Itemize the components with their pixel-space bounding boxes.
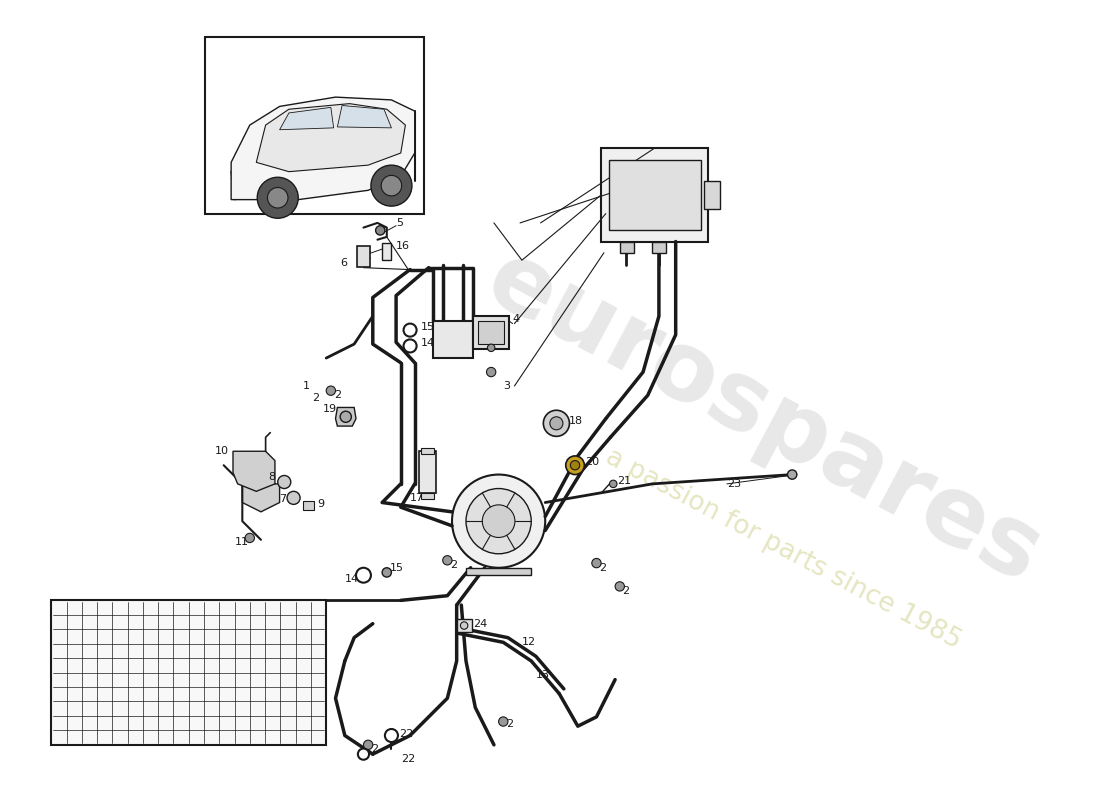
Text: 5: 5 [396,218,403,228]
Circle shape [404,323,417,337]
Text: 22: 22 [399,729,414,738]
Bar [421,493,434,498]
Circle shape [382,568,392,577]
Text: 17: 17 [410,493,425,503]
Circle shape [571,461,580,470]
Circle shape [382,175,402,196]
Circle shape [363,740,373,750]
Text: eurospares: eurospares [471,234,1057,604]
Bar [356,246,370,266]
Bar [478,321,504,344]
Circle shape [615,582,625,591]
Text: 21: 21 [617,476,631,486]
Text: 2: 2 [506,719,514,730]
Text: 3: 3 [504,381,510,391]
Text: 2: 2 [371,743,378,754]
Bar [382,243,392,260]
Bar [421,449,434,454]
Polygon shape [242,484,279,512]
Polygon shape [338,106,392,128]
Text: 23: 23 [727,479,741,489]
Bar [466,568,531,575]
Circle shape [442,556,452,565]
Circle shape [356,568,371,582]
Bar [473,316,509,349]
Text: 2: 2 [312,393,319,403]
Circle shape [327,386,336,395]
Text: 22: 22 [400,754,415,764]
Circle shape [340,411,351,422]
Circle shape [487,344,495,351]
Circle shape [404,339,417,353]
Circle shape [371,165,411,206]
Circle shape [486,367,496,377]
Text: 24: 24 [473,618,487,629]
Text: 6: 6 [340,258,348,268]
Text: 4: 4 [513,314,519,324]
Text: 7: 7 [278,494,286,504]
Bar [419,451,437,493]
Text: 19: 19 [322,404,337,414]
Text: 18: 18 [569,417,583,426]
Circle shape [257,178,298,218]
Polygon shape [233,451,275,491]
Text: 1: 1 [302,381,310,391]
Circle shape [375,226,385,235]
Bar [302,501,315,510]
Text: 15: 15 [421,322,436,332]
Text: 2: 2 [333,390,341,400]
Circle shape [592,558,601,568]
Circle shape [543,410,570,436]
Bar [619,242,634,253]
Text: 8: 8 [268,472,275,482]
Bar [456,619,472,632]
Circle shape [609,480,617,488]
Circle shape [267,187,288,208]
Polygon shape [279,107,333,130]
Bar [205,37,425,214]
Bar [52,600,327,745]
Circle shape [550,417,563,430]
Circle shape [788,470,796,479]
Circle shape [245,534,254,542]
Text: 9: 9 [317,499,324,510]
Circle shape [277,475,290,489]
Circle shape [498,717,508,726]
Circle shape [385,729,398,742]
Text: 14: 14 [421,338,436,348]
Bar [652,242,667,253]
Polygon shape [336,407,356,426]
Text: 2: 2 [450,560,458,570]
Text: 2: 2 [600,562,606,573]
Circle shape [287,491,300,504]
Circle shape [482,505,515,538]
Text: a passion for parts since 1985: a passion for parts since 1985 [601,444,965,654]
Bar [704,181,720,209]
Text: 13: 13 [536,670,550,680]
Circle shape [466,489,531,554]
Text: 16: 16 [396,242,410,251]
Polygon shape [231,97,415,200]
Bar [601,148,708,242]
Text: 11: 11 [235,537,249,546]
Circle shape [358,749,370,760]
Text: 2: 2 [623,586,629,596]
Bar [433,321,473,358]
Circle shape [565,456,584,474]
Bar [608,159,701,230]
Text: 15: 15 [389,562,404,573]
Circle shape [452,474,546,568]
Text: 12: 12 [521,638,536,647]
Circle shape [461,622,468,630]
Text: 20: 20 [585,458,600,467]
Text: 10: 10 [214,446,229,456]
Polygon shape [256,104,406,172]
Text: 14: 14 [344,574,359,584]
